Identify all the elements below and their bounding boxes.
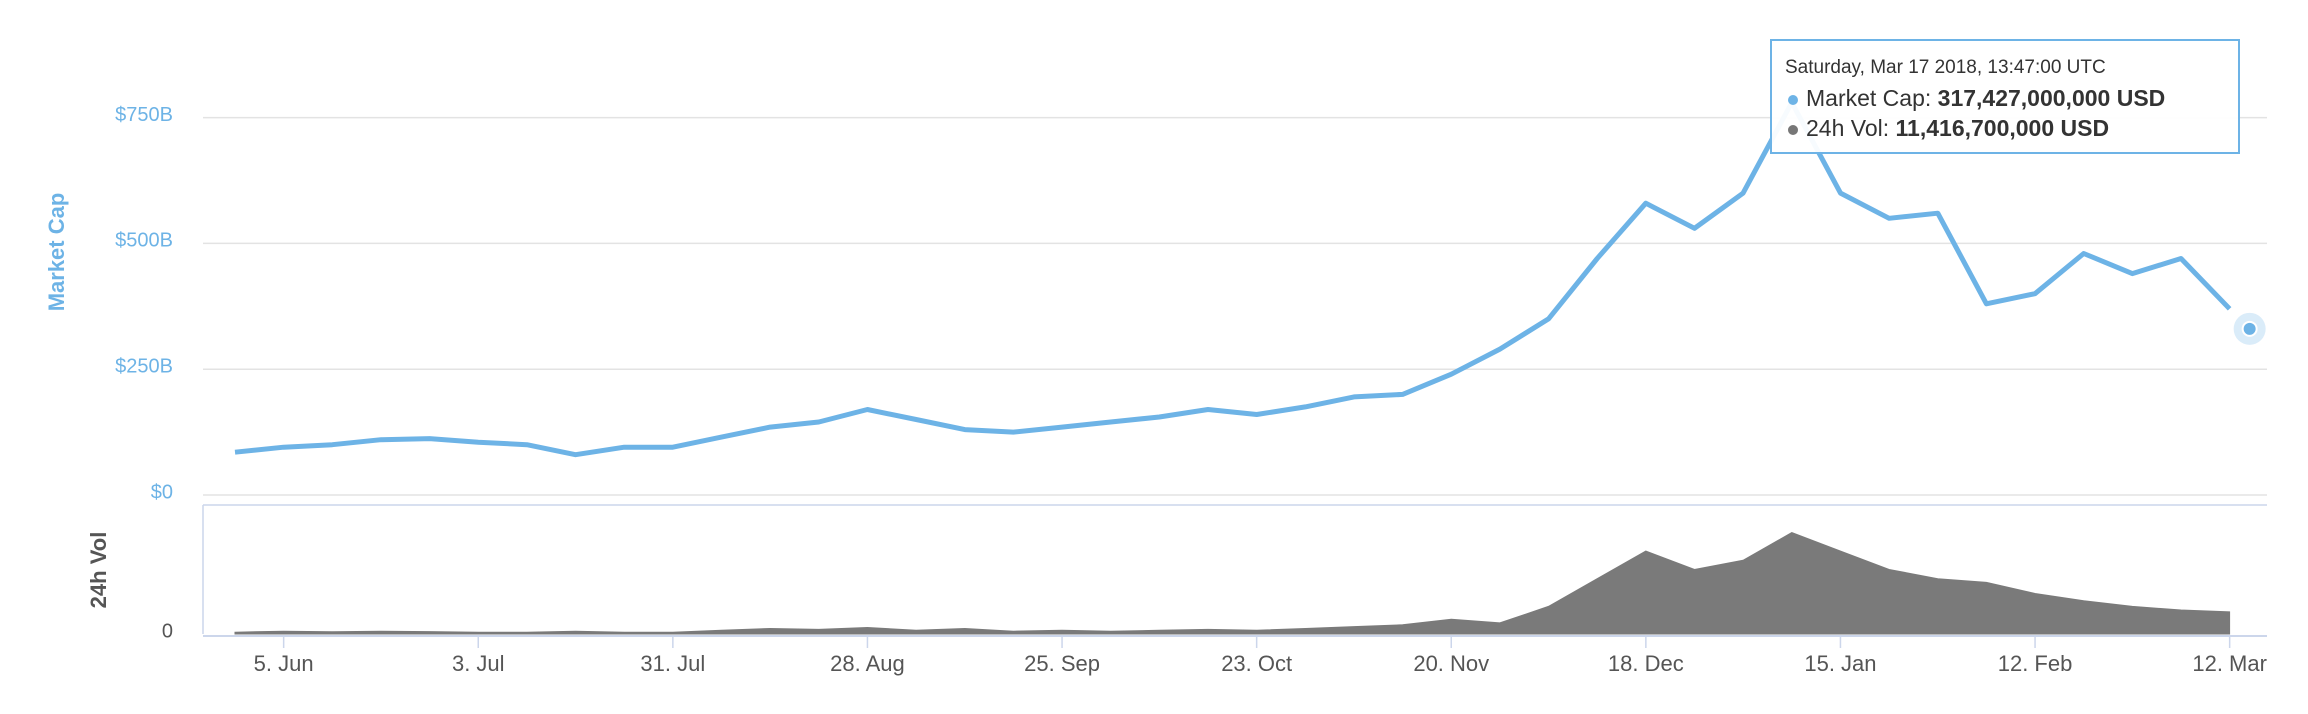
tooltip-row: Market Cap: 317,427,000,000 USD (1806, 85, 2165, 111)
x-tick-label: 25. Sep (1024, 651, 1100, 676)
y-tick-label: $250B (115, 355, 173, 377)
tooltip-dot (1788, 95, 1798, 105)
tooltip-title: Saturday, Mar 17 2018, 13:47:00 UTC (1785, 57, 2106, 78)
hover-point (2241, 320, 2258, 337)
x-tick-label: 5. Jun (254, 651, 314, 676)
market-cap-line (234, 100, 2232, 458)
tooltip-value: 317,427,000,000 USD (1938, 85, 2166, 111)
tooltip-label: Market Cap: (1806, 85, 1931, 111)
tooltip-dot (1788, 125, 1798, 135)
y-axis-title: 24h Vol (86, 532, 111, 609)
y-tick-label: $500B (115, 230, 173, 252)
x-tick-label: 3. Jul (452, 651, 505, 676)
y-tick-label: $0 (151, 481, 173, 503)
y-tick-label: $750B (115, 104, 173, 126)
y-tick-label: 0 (162, 620, 173, 642)
x-tick-label: 18. Dec (1608, 651, 1684, 676)
tooltip-row: 24h Vol: 11,416,700,000 USD (1806, 115, 2109, 141)
volume-area (234, 532, 2231, 635)
x-tick-label: 20. Nov (1413, 651, 1489, 676)
tooltip-box (1770, 39, 2240, 154)
y-axis-title: Market Cap (44, 193, 69, 312)
tooltip-value: 11,416,700,000 USD (1896, 115, 2110, 141)
x-tick-label: 31. Jul (640, 651, 705, 676)
tooltip-label: 24h Vol: (1806, 115, 1889, 141)
tooltip: Saturday, Mar 17 2018, 13:47:00 UTC Marke… (1770, 39, 2240, 154)
x-tick-label: 12. Feb (1998, 651, 2073, 676)
x-tick-label: 28. Aug (830, 651, 905, 676)
x-tick-label: 23. Oct (1221, 651, 1292, 676)
x-tick-label: 12. Mar (2192, 651, 2267, 676)
x-tick-label: 15. Jan (1804, 651, 1876, 676)
